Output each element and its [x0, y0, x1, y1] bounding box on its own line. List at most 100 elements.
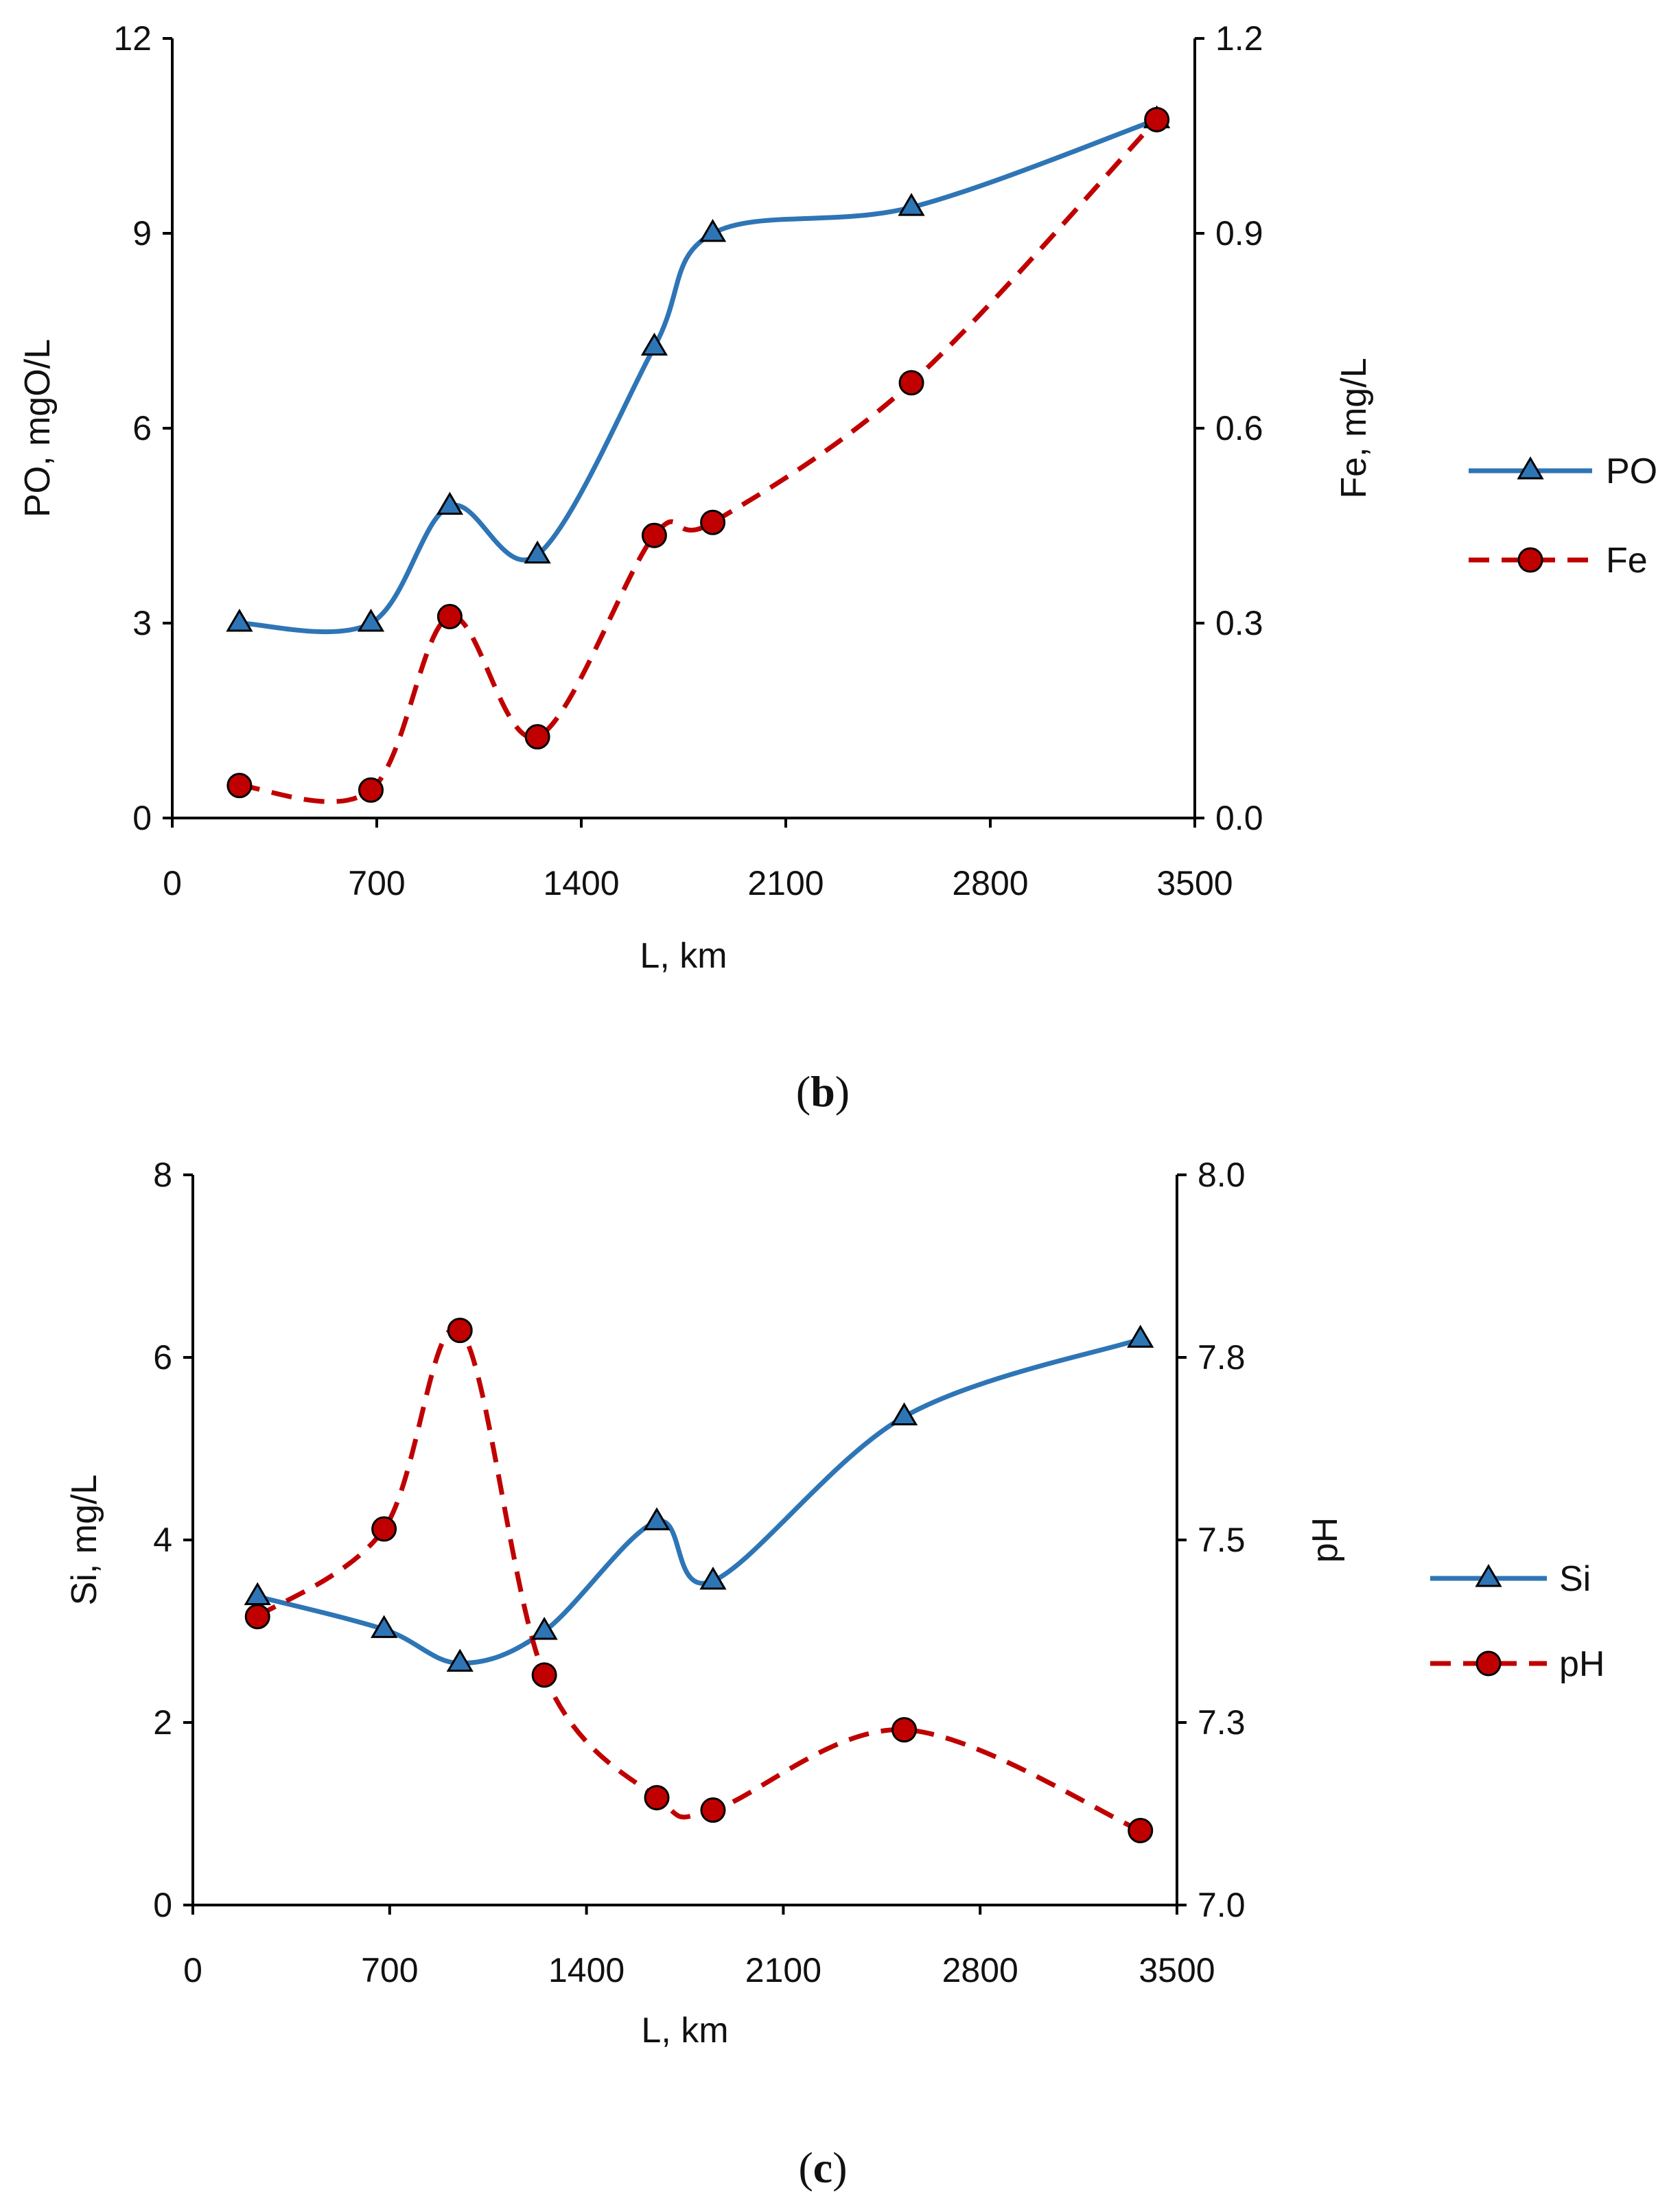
right-tick-label: 0.3 — [1215, 604, 1263, 642]
legend-label-ph: pH — [1559, 1644, 1605, 1684]
caption-close-paren: ) — [835, 1067, 850, 1116]
legend-label-fe: Fe — [1606, 541, 1648, 581]
legend-label-si: Si — [1559, 1559, 1591, 1599]
data-point-fe — [700, 509, 726, 535]
data-point-po — [699, 219, 727, 242]
data-point-ph — [244, 1604, 270, 1630]
legend-item-si: Si — [1430, 1559, 1591, 1599]
panel-caption-b: (b) — [796, 1067, 850, 1116]
x-tick-label: 2100 — [745, 1951, 821, 1989]
data-point-ph — [644, 1785, 670, 1811]
left-axis-title: Si, mg/L — [65, 1475, 104, 1606]
caption-close-paren: ) — [832, 2143, 847, 2192]
data-point-si — [1127, 1324, 1154, 1348]
x-tick-label: 2100 — [747, 864, 824, 902]
data-point-ph — [1128, 1817, 1154, 1843]
series-layer — [226, 105, 1171, 804]
legend-triangle-marker — [1475, 1564, 1502, 1587]
left-tick-label: 2 — [153, 1703, 172, 1742]
left-tick-label: 6 — [132, 409, 152, 447]
left-tick-label: 0 — [132, 799, 152, 837]
x-tick-label: 0 — [183, 1951, 202, 1989]
data-point-si — [890, 1402, 918, 1425]
data-point-fe — [524, 724, 550, 750]
data-point-po — [898, 193, 925, 216]
right-axis-ticks: 7.0 7.3 7.5 7.8 8.0 — [1177, 1156, 1246, 1924]
data-point-ph — [531, 1662, 557, 1688]
left-axis-ticks: 0 2 4 6 8 — [153, 1156, 193, 1924]
data-point-po — [524, 540, 551, 564]
right-axis-title: pH — [1305, 1517, 1345, 1563]
x-axis-title: L, km — [640, 936, 727, 976]
x-tick-label: 1400 — [548, 1951, 625, 1989]
left-axis-title: PO, mgO/L — [18, 339, 58, 517]
data-point-fe — [358, 777, 384, 803]
data-point-si — [446, 1648, 474, 1672]
data-point-ph — [447, 1318, 473, 1344]
data-point-fe — [226, 773, 253, 799]
data-point-po — [640, 332, 668, 356]
legend-triangle-marker — [1517, 456, 1544, 480]
chart-panel-c: 0 2 4 6 8 7.0 7.3 7.5 7.8 8.0 0 700 1400 2100 2800 35… — [65, 1156, 1605, 2192]
data-point-po — [226, 609, 253, 632]
data-point-ph — [371, 1516, 397, 1542]
series-line-fe — [239, 117, 1159, 804]
left-tick-label: 6 — [153, 1338, 172, 1377]
data-point-si — [643, 1507, 670, 1530]
right-tick-label: 0.9 — [1215, 214, 1263, 253]
data-point-si — [530, 1617, 558, 1640]
right-tick-label: 0.0 — [1215, 799, 1263, 837]
x-tick-label: 700 — [361, 1951, 418, 1989]
legend-item-po: PO — [1469, 452, 1657, 491]
caption-open-paren: ( — [798, 2143, 813, 2192]
right-axis-ticks: 0.0 0.3 0.6 0.9 1.2 — [1195, 19, 1263, 837]
series-line-po — [239, 117, 1158, 635]
data-point-si — [244, 1582, 271, 1605]
data-point-fe — [898, 370, 924, 396]
x-axis-ticks: 0 700 1400 2100 2800 3500 — [163, 818, 1233, 902]
right-tick-label: 7.5 — [1198, 1521, 1246, 1559]
data-point-po — [436, 491, 464, 515]
data-point-fe — [1144, 106, 1170, 132]
right-tick-label: 7.3 — [1198, 1703, 1246, 1742]
left-tick-label: 12 — [113, 19, 152, 58]
left-tick-label: 4 — [153, 1521, 172, 1559]
data-point-ph — [891, 1717, 918, 1743]
right-tick-label: 7.8 — [1198, 1338, 1246, 1377]
left-tick-label: 8 — [153, 1156, 172, 1194]
x-tick-label: 3500 — [1139, 1951, 1215, 1989]
data-point-po — [357, 609, 385, 632]
data-point-ph — [700, 1797, 726, 1823]
right-axis-title: Fe, mg/L — [1334, 358, 1374, 498]
caption-open-paren: ( — [796, 1067, 810, 1116]
x-axis-ticks: 0 700 1400 2100 2800 3500 — [183, 1905, 1215, 1989]
legend-label-po: PO — [1606, 452, 1657, 491]
left-tick-label: 0 — [153, 1886, 172, 1924]
caption-letter-b: b — [810, 1067, 835, 1116]
right-tick-label: 0.6 — [1215, 409, 1263, 447]
right-tick-label: 7.0 — [1198, 1886, 1246, 1924]
x-tick-label: 0 — [163, 864, 182, 902]
panel-caption-c: (c) — [798, 2143, 847, 2192]
x-tick-label: 1400 — [543, 864, 619, 902]
legend: Si pH — [1430, 1559, 1605, 1684]
data-point-si — [370, 1615, 398, 1638]
data-point-si — [699, 1566, 727, 1590]
chart-panel-b: 0 3 6 9 12 0.0 0.3 0.6 0.9 1.2 0 700 1400 2100 2800 3… — [18, 19, 1657, 1116]
legend-circle-marker — [1475, 1650, 1502, 1677]
right-tick-label: 1.2 — [1215, 19, 1263, 58]
left-tick-label: 9 — [132, 214, 152, 253]
x-axis-title: L, km — [641, 2011, 728, 2051]
caption-letter-c: c — [813, 2143, 832, 2192]
x-tick-label: 3500 — [1156, 864, 1233, 902]
series-line-si — [257, 1337, 1141, 1666]
data-point-fe — [641, 522, 667, 548]
series-layer — [244, 1318, 1154, 1843]
legend-item-ph: pH — [1430, 1644, 1605, 1684]
legend-item-fe: Fe — [1469, 541, 1648, 581]
series-line-ph — [256, 1325, 1142, 1833]
right-tick-label: 8.0 — [1198, 1156, 1246, 1194]
x-tick-label: 2800 — [952, 864, 1028, 902]
left-axis-ticks: 0 3 6 9 12 — [113, 19, 172, 837]
